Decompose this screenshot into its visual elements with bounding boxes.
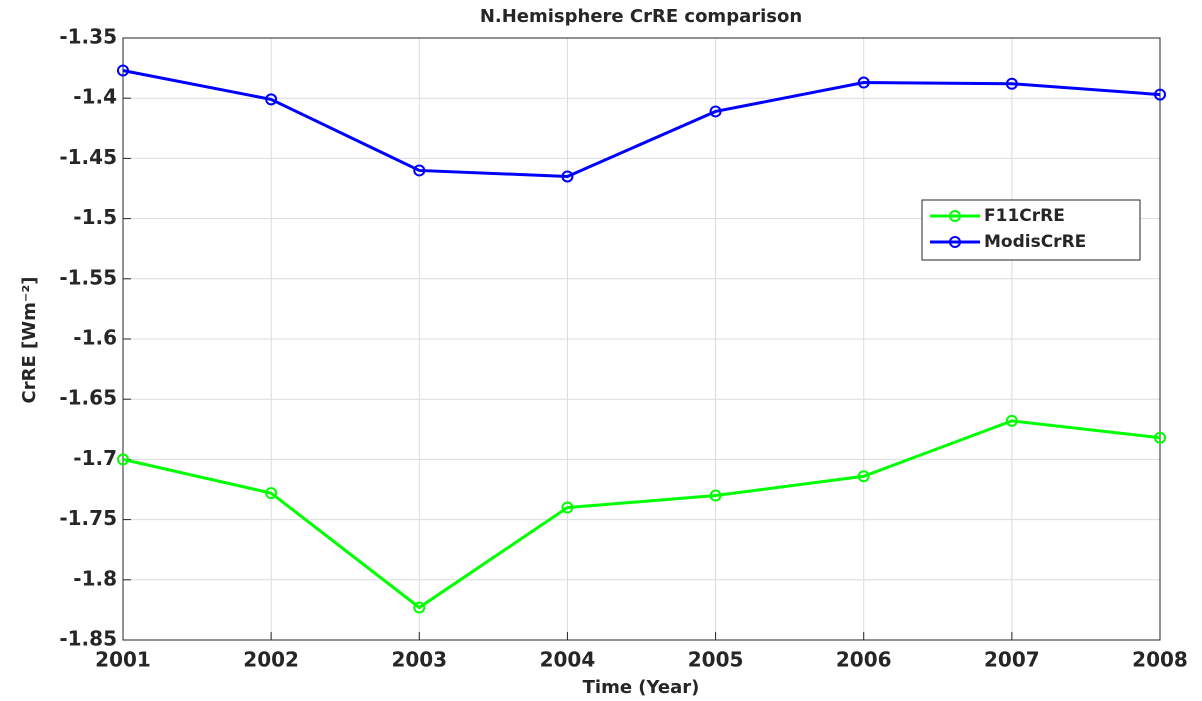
y-tick-label: -1.7 bbox=[73, 446, 117, 470]
marker bbox=[117, 453, 129, 466]
y-tick-label: -1.35 bbox=[59, 25, 117, 49]
legend: F11CrRE ModisCrRE bbox=[921, 199, 1141, 261]
x-tick-label: 2008 bbox=[1132, 648, 1188, 672]
y-tick-label: -1.55 bbox=[59, 265, 117, 289]
marker bbox=[1154, 431, 1166, 444]
series-line bbox=[122, 419, 1161, 610]
x-tick-label: 2003 bbox=[391, 648, 447, 672]
marker bbox=[265, 93, 278, 106]
y-tick-label: -1.6 bbox=[73, 326, 117, 350]
y-tick-label: -1.5 bbox=[73, 205, 117, 229]
y-tick-label: -1.65 bbox=[59, 386, 117, 410]
plot-frame bbox=[122, 37, 1161, 641]
marker bbox=[1154, 88, 1166, 101]
marker bbox=[117, 64, 129, 77]
y-tick-label: -1.4 bbox=[73, 85, 117, 109]
marker bbox=[413, 164, 426, 177]
marker bbox=[1005, 414, 1018, 427]
marker bbox=[561, 170, 574, 183]
legend-marker bbox=[949, 236, 961, 248]
y-tick-label: -1.75 bbox=[59, 506, 117, 530]
x-tick-label: 2007 bbox=[984, 648, 1040, 672]
y-tick-label: -1.8 bbox=[73, 566, 117, 590]
marker bbox=[413, 601, 426, 614]
x-tick-label: 2004 bbox=[540, 648, 596, 672]
legend-label: ModisCrRE bbox=[984, 232, 1086, 252]
legend-label: F11CrRE bbox=[984, 206, 1065, 226]
marker bbox=[709, 105, 722, 118]
x-tick-label: 2002 bbox=[243, 648, 299, 672]
marker bbox=[709, 489, 722, 502]
marker bbox=[265, 487, 278, 500]
x-axis-label: Time (Year) bbox=[583, 677, 700, 698]
y-axis-label: CrRE [Wm⁻²] bbox=[19, 277, 40, 404]
y-tick-label: -1.45 bbox=[59, 145, 117, 169]
x-tick-label: 2001 bbox=[95, 648, 151, 672]
x-tick-label: 2005 bbox=[688, 648, 744, 672]
chart-title: N.Hemisphere CrRE comparison bbox=[480, 6, 802, 27]
legend-marker bbox=[949, 210, 961, 222]
legend-box bbox=[921, 199, 1141, 261]
series-line bbox=[122, 69, 1161, 178]
y-tick-label: -1.85 bbox=[59, 627, 117, 651]
marker bbox=[561, 501, 574, 514]
marker bbox=[1005, 77, 1018, 90]
x-tick-label: 2006 bbox=[836, 648, 892, 672]
marker bbox=[857, 76, 870, 89]
marker bbox=[857, 470, 870, 483]
